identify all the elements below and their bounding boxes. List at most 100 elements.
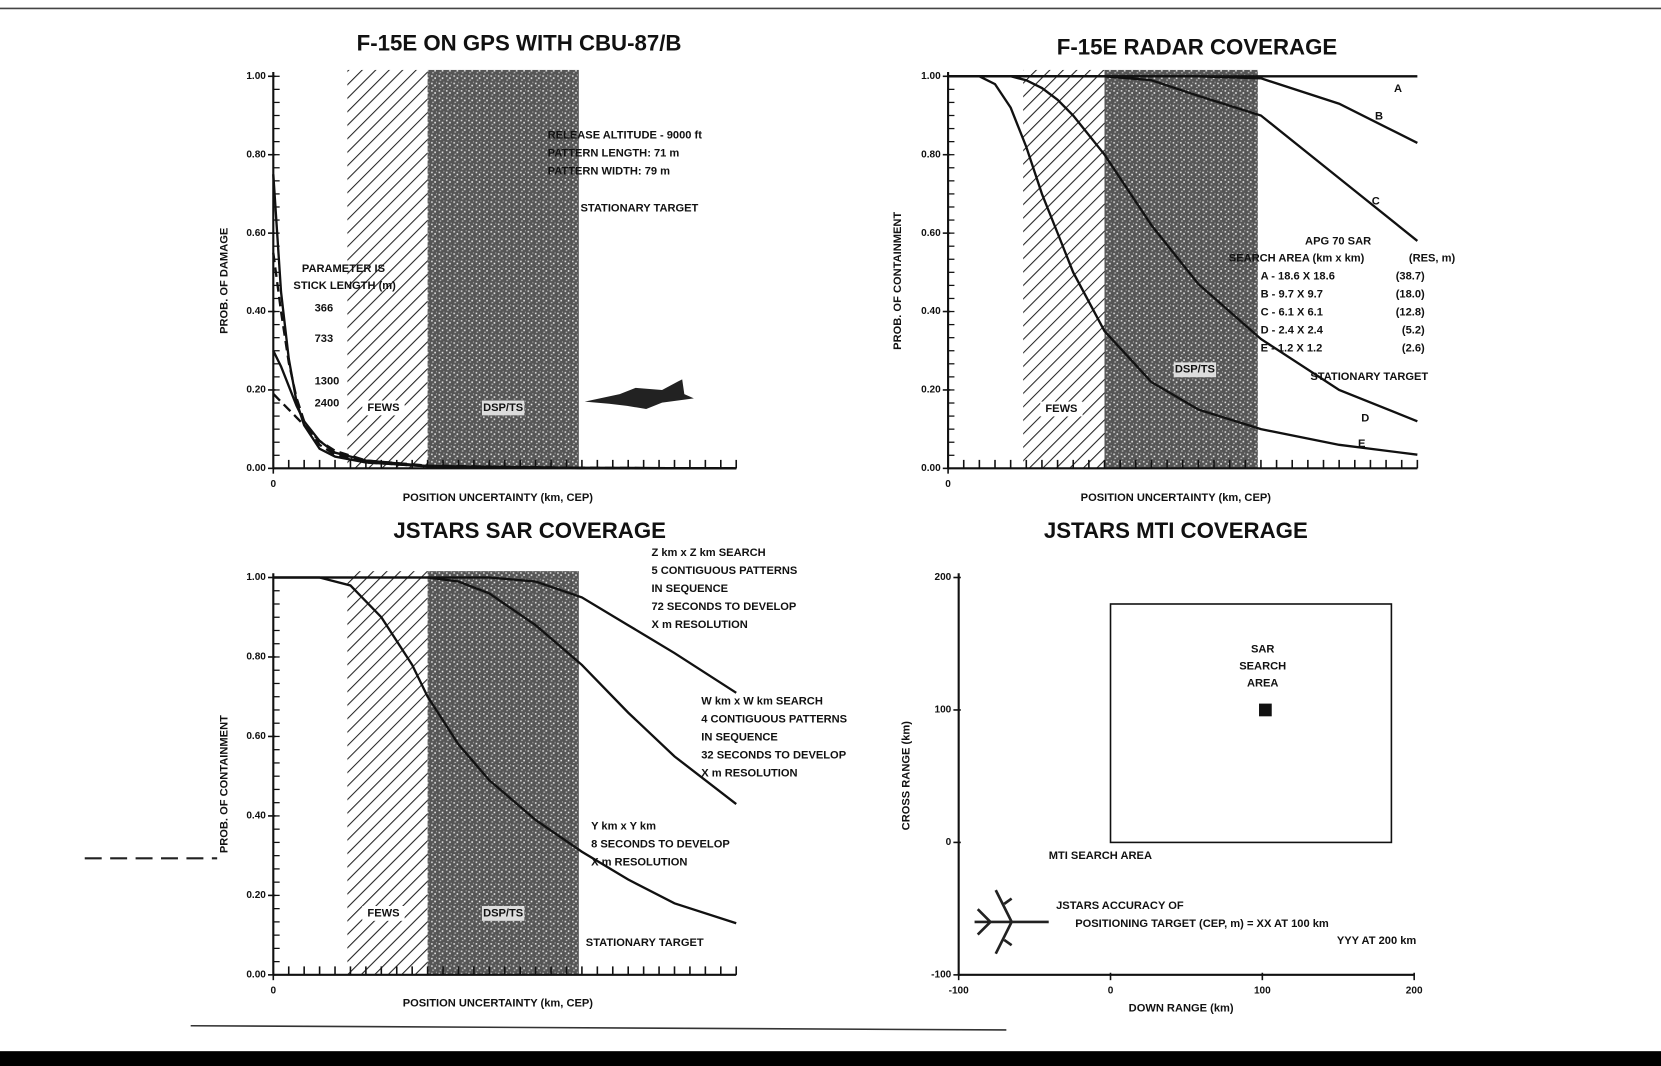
point-label: SAR [1251,643,1274,655]
series-note: 5 CONTIGUOUS PATTERNS [651,565,797,577]
y-tick-label: 0.00 [921,463,941,474]
x-axis-title: POSITION UNCERTAINTY (km, CEP) [403,492,594,504]
y-tick-label: 0 [946,837,952,848]
x-axis-title: DOWN RANGE (km) [1129,1003,1234,1015]
y-tick-label: 1.00 [246,71,266,82]
y-tick-label: 0.20 [246,385,266,396]
table-cell: (18.0) [1396,289,1425,301]
series-note: 8 SECONDS TO DEVELOP [591,838,730,850]
table-header: SEARCH AREA (km x km) [1229,252,1365,264]
table-cell: (2.6) [1402,343,1425,355]
annotation: STATIONARY TARGET [586,937,704,949]
x-tick-label: 200 [1406,985,1423,996]
band-label: DSP/TS [483,907,523,919]
x-axis-title: POSITION UNCERTAINTY (km, CEP) [1081,492,1272,504]
y-tick-label: 0.60 [921,228,941,239]
y-tick-label: 0.40 [921,306,941,317]
table-header: (RES, m) [1409,252,1456,264]
annotation: STATIONARY TARGET [581,203,699,215]
band-label: FEWS [1045,403,1077,415]
x-tick-label: 0 [945,479,951,490]
x-tick-label: -100 [949,985,970,996]
x-tick-label: 0 [1108,985,1114,996]
series-label: B [1375,110,1383,122]
series-note: 72 SECONDS TO DEVELOP [651,601,796,613]
series-note: 4 CONTIGUOUS PATTERNS [701,713,847,725]
annotation: PARAMETER IS [302,263,385,275]
table-cell: A - 18.6 X 18.6 [1261,271,1335,283]
y-tick-label: 100 [934,705,951,716]
series-label: 733 [315,333,334,345]
chart-title: F-15E ON GPS WITH CBU-87/B [357,30,682,55]
x-tick-label: 0 [271,479,277,490]
band [1105,70,1258,468]
series-note: X m RESOLUTION [701,767,797,779]
series-label: C [1372,195,1380,207]
y-axis-title: PROB. OF DAMAGE [219,228,231,334]
y-tick-label: 0.60 [246,228,266,239]
y-axis-title: PROB. OF CONTAINMENT [892,212,904,350]
series-label: Y km x Y km [591,820,656,832]
frame-bottom [0,1051,1661,1066]
y-tick-label: 0.20 [921,385,941,396]
x-tick-label: 100 [1254,985,1271,996]
series-label: D [1361,412,1369,424]
y-tick-label: 1.00 [246,572,266,583]
series-note: IN SEQUENCE [701,731,778,743]
point-label: AREA [1247,677,1278,689]
series-label: 1300 [315,375,340,387]
series-label: 2400 [315,398,340,410]
chart-title: F-15E RADAR COVERAGE [1057,35,1337,60]
y-tick-label: 0.40 [246,306,266,317]
annotation: PATTERN WIDTH: 79 m [548,166,671,178]
y-tick-label: 0.00 [246,463,266,474]
series-label: W km x W km SEARCH [701,695,823,707]
series-label: E [1358,438,1365,450]
series-label: 366 [315,302,334,314]
y-tick-label: 1.00 [921,71,941,82]
annotation: YYY AT 200 km [1337,935,1417,947]
annotation: PATTERN LENGTH: 71 m [548,148,680,160]
series-label: A [1394,83,1402,95]
series-label: Z km x Z km SEARCH [651,547,765,559]
series-note: X m RESOLUTION [591,856,687,868]
y-tick-label: 0.80 [921,149,941,160]
chart-title: JSTARS MTI COVERAGE [1044,518,1308,543]
annotation: JSTARS ACCURACY OF [1056,900,1184,912]
y-tick-label: 0.80 [246,149,266,160]
annotation: STATIONARY TARGET [1310,371,1428,383]
y-tick-label: -100 [931,970,952,981]
x-axis-title: POSITION UNCERTAINTY (km, CEP) [403,997,594,1009]
y-tick-label: 0.20 [246,890,266,901]
y-tick-label: 0.40 [246,811,266,822]
chart-title: JSTARS SAR COVERAGE [393,518,666,543]
annotation: APG 70 SAR [1305,236,1371,248]
band-label: FEWS [367,402,399,414]
series-note: 32 SECONDS TO DEVELOP [701,749,846,761]
table-cell: (12.8) [1396,307,1425,319]
table-cell: D - 2.4 X 2.4 [1261,325,1324,337]
annotation: RELEASE ALTITUDE - 9000 ft [548,130,703,142]
band-label: DSP/TS [1175,364,1215,376]
annotation: STICK LENGTH (m) [293,280,396,292]
y-tick-label: 0.00 [246,970,266,981]
point-label: SEARCH [1239,660,1286,672]
table-cell: E - 1.2 X 1.2 [1261,343,1323,355]
table-cell: (38.7) [1396,271,1425,283]
series-note: IN SEQUENCE [651,583,728,595]
y-tick-label: 0.60 [246,731,266,742]
y-axis-title: CROSS RANGE (km) [901,721,913,831]
y-tick-label: 0.80 [246,652,266,663]
y-axis-title: PROB. OF CONTAINMENT [219,715,231,853]
y-tick-label: 200 [934,572,951,583]
figure: F-15E ON GPS WITH CBU-87/B POSITION UNCER… [0,0,1661,1066]
region-label: MTI SEARCH AREA [1049,850,1152,862]
point [1259,704,1272,717]
annotation: POSITIONING TARGET (CEP, m) = XX AT 100 … [1075,918,1329,930]
table-cell: (5.2) [1402,325,1425,337]
x-tick-label: 0 [271,985,277,996]
table-cell: B - 9.7 X 9.7 [1261,289,1323,301]
table-cell: C - 6.1 X 6.1 [1261,307,1323,319]
series-note: X m RESOLUTION [651,619,747,631]
band-label: FEWS [367,907,399,919]
